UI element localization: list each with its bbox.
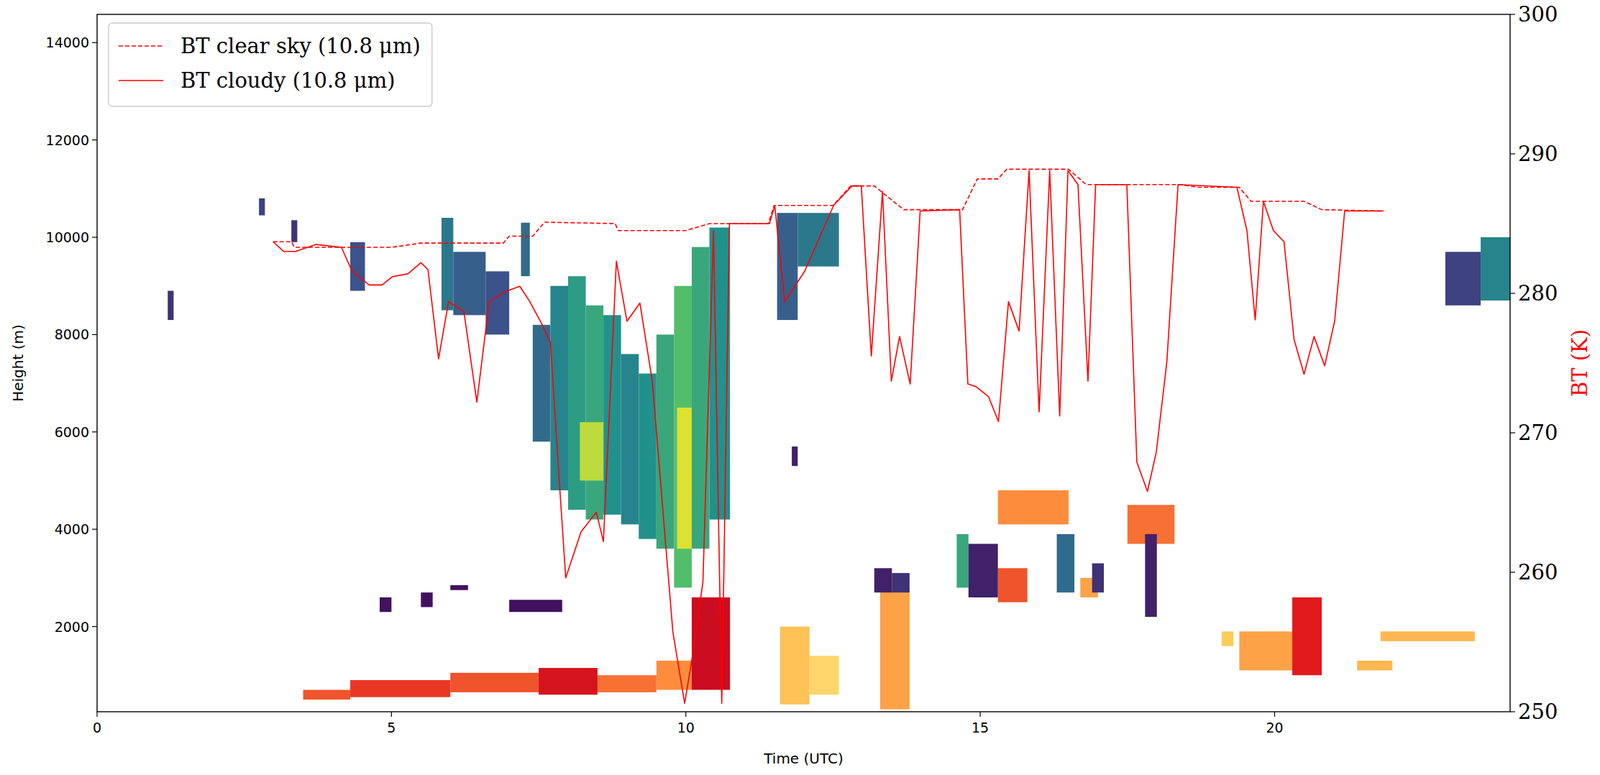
- x-tick: [1274, 711, 1275, 717]
- x-tick: [96, 711, 98, 717]
- lidar-cell: [538, 668, 598, 695]
- y2-tick: [1510, 292, 1516, 294]
- y2-tick: [1510, 571, 1516, 573]
- radar-cell: [891, 573, 910, 593]
- y-tick-label: 14000: [46, 34, 90, 51]
- x-tick-label: 20: [1265, 719, 1283, 736]
- radar-cell: [420, 592, 433, 607]
- x-tick-label: 0: [92, 719, 102, 736]
- radar-cell: [1092, 563, 1104, 594]
- lidar-cell: [1239, 631, 1293, 671]
- radar-cell: [450, 585, 469, 591]
- radar-cell: [791, 446, 798, 466]
- y-tick-label: 8000: [54, 326, 90, 343]
- lidar-cell: [1221, 631, 1234, 646]
- y2-tick: [1510, 432, 1516, 433]
- radar-cell: [350, 242, 365, 292]
- legend: BT clear sky (10.8 μm) BT cloudy (10.8 μm…: [108, 23, 433, 107]
- y-tick-label: 6000: [54, 424, 90, 441]
- lidar-cell: [350, 680, 451, 698]
- radar-cell: [1144, 534, 1157, 617]
- radar-cell: [586, 305, 605, 520]
- lidar-cell: [1292, 597, 1322, 676]
- radar-cell: [579, 422, 604, 481]
- lidar-cell: [809, 655, 840, 695]
- y2-tick: [1510, 153, 1516, 154]
- x-tick: [980, 711, 981, 717]
- lidar-cell: [998, 490, 1069, 525]
- bt-line: [273, 170, 1384, 704]
- radar-cell: [691, 247, 710, 550]
- plot-frame: [97, 14, 1511, 712]
- y2-tick-label: 250: [1518, 699, 1558, 725]
- x-axis-title: Time (UTC): [762, 750, 844, 768]
- radar-cell: [968, 543, 999, 597]
- radar-cell: [1057, 534, 1076, 593]
- radar-cell: [1445, 251, 1481, 305]
- y-tick: [92, 139, 98, 141]
- lidar-cell: [780, 627, 810, 705]
- y-axis-title: Height (m): [9, 324, 27, 402]
- radar-cell: [532, 325, 551, 442]
- y-tick: [92, 42, 98, 44]
- radar-cell: [509, 599, 563, 612]
- radar-cell: [258, 198, 265, 216]
- legend-label: BT clear sky (10.8 μm): [180, 33, 421, 59]
- x-tick: [391, 711, 392, 717]
- legend-swatch: [118, 45, 164, 47]
- lidar-cell: [656, 660, 692, 691]
- radar-cell: [379, 597, 392, 612]
- x-tick-label: 10: [677, 719, 695, 736]
- lidar-cell: [303, 690, 351, 701]
- lidar-cell: [998, 568, 1028, 602]
- x-tick-label: 15: [971, 719, 989, 736]
- radar-cell: [521, 222, 530, 277]
- radar-cell: [676, 407, 692, 549]
- radar-cell: [673, 286, 692, 589]
- x-tick-label: 5: [386, 719, 396, 736]
- radar-cell: [956, 534, 968, 588]
- y-tick-label: 10000: [46, 229, 90, 246]
- y2-tick: [1510, 13, 1516, 15]
- lidar-cell: [597, 675, 657, 693]
- y2-axis-title: BT (K): [1567, 329, 1593, 397]
- y2-tick-label: 270: [1518, 420, 1558, 446]
- radar-cell: [777, 212, 799, 320]
- bt-line: [273, 168, 1384, 248]
- y2-tick-label: 280: [1518, 281, 1558, 306]
- chart: 0 5 10 15 20 2000 4000 6000 8000 10000 12000 14000 2…: [0, 0, 1600, 775]
- lidar-cell: [450, 673, 539, 693]
- radar-cell: [453, 251, 486, 315]
- y-tick: [92, 334, 98, 336]
- radar-cell: [1480, 237, 1511, 301]
- legend-swatch: [118, 79, 164, 82]
- y-tick: [92, 236, 98, 238]
- lidar-cell: [880, 587, 910, 710]
- y2-tick-label: 300: [1518, 2, 1558, 27]
- radar-cell: [291, 220, 297, 242]
- radar-cell: [874, 568, 893, 593]
- lidar-cell: [1356, 660, 1393, 671]
- x-tick: [685, 711, 687, 717]
- plot-area: [167, 168, 1511, 710]
- y2-tick-label: 290: [1518, 141, 1558, 167]
- y-tick-label: 2000: [54, 619, 90, 635]
- y2-tick-label: 260: [1518, 560, 1558, 585]
- lidar-cell: [691, 597, 730, 691]
- lidar-cell: [1380, 631, 1475, 642]
- y-tick-label: 12000: [46, 132, 90, 149]
- radar-cell: [621, 353, 640, 525]
- y2-tick: [1510, 711, 1516, 712]
- radar-cell: [656, 334, 675, 549]
- legend-box: [108, 23, 433, 107]
- y-tick-label: 4000: [54, 521, 90, 538]
- y-tick: [92, 529, 98, 530]
- radar-cell: [167, 290, 174, 320]
- legend-label: BT cloudy (10.8 μm): [180, 68, 395, 93]
- y-tick: [92, 431, 98, 433]
- y-tick: [92, 626, 98, 628]
- radar-cell: [441, 217, 454, 311]
